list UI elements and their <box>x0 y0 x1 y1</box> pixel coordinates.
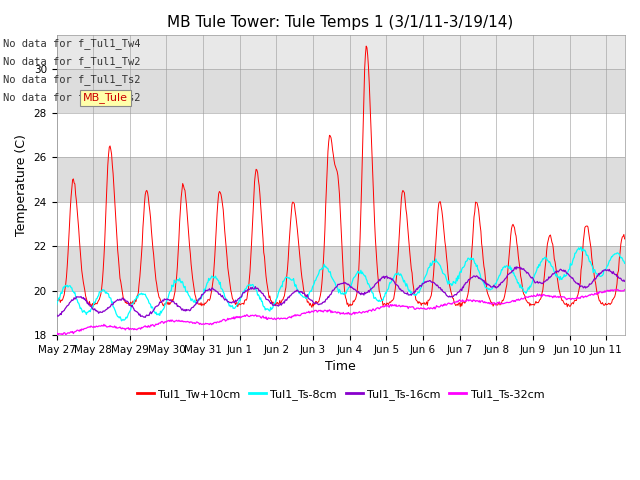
Bar <box>56 157 625 202</box>
Bar <box>56 246 625 290</box>
Text: MB_Tule: MB_Tule <box>83 93 128 103</box>
Bar <box>56 290 625 335</box>
Text: No data for f_Tul1_Tw4: No data for f_Tul1_Tw4 <box>3 38 141 48</box>
Text: No data for f_Tul1_Tw2: No data for f_Tul1_Tw2 <box>3 56 141 67</box>
Bar <box>56 113 625 157</box>
Title: MB Tule Tower: Tule Temps 1 (3/1/11-3/19/14): MB Tule Tower: Tule Temps 1 (3/1/11-3/19… <box>168 15 514 30</box>
Text: No data for f_Tul1_Ts2: No data for f_Tul1_Ts2 <box>3 74 141 85</box>
Text: No data for f_Tul1_Ts2: No data for f_Tul1_Ts2 <box>3 93 141 103</box>
Bar <box>56 69 625 113</box>
X-axis label: Time: Time <box>325 360 356 373</box>
Bar <box>56 202 625 246</box>
Y-axis label: Temperature (C): Temperature (C) <box>15 134 28 236</box>
Legend: Tul1_Tw+10cm, Tul1_Ts-8cm, Tul1_Ts-16cm, Tul1_Ts-32cm: Tul1_Tw+10cm, Tul1_Ts-8cm, Tul1_Ts-16cm,… <box>132 384 548 404</box>
